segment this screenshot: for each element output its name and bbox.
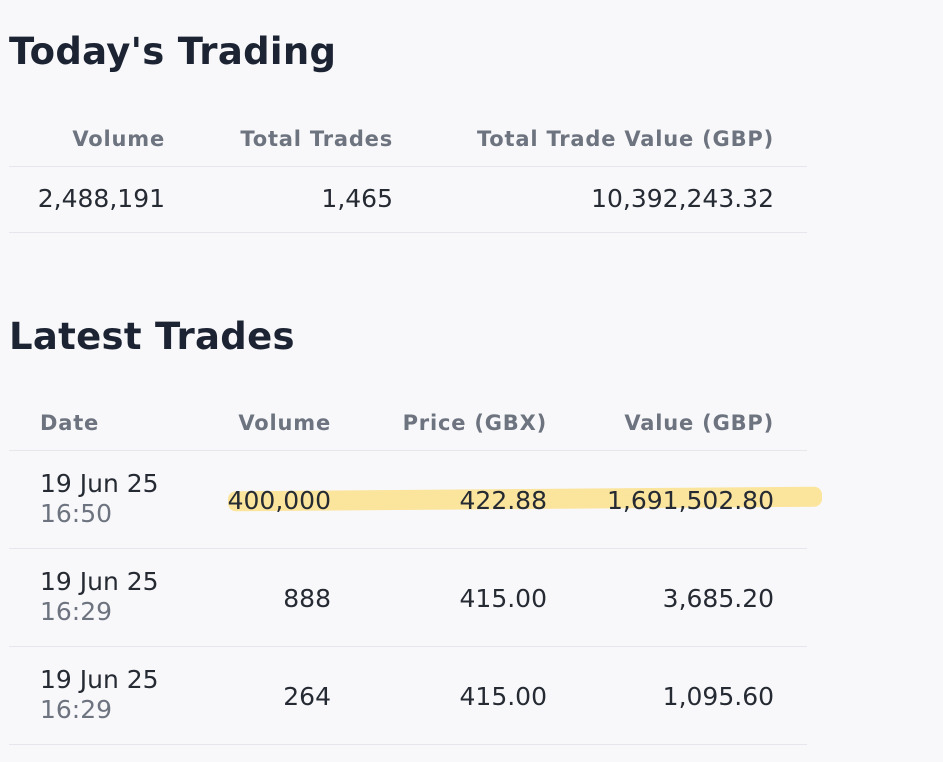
trade-date: 19 Jun 25	[40, 469, 159, 498]
table-row: 2,488,191 1,465 10,392,243.32	[9, 167, 807, 233]
trade-date: 19 Jun 25	[40, 665, 159, 694]
date-header: Date	[40, 411, 100, 435]
trade-datetime: 19 Jun 25 16:29	[40, 665, 159, 725]
trade-datetime: 19 Jun 25 16:29	[40, 567, 159, 627]
trade-datetime: 19 Jun 25 16:50	[40, 469, 159, 529]
trade-price: 422.88	[459, 486, 547, 515]
todays-trading-title: Today's Trading	[9, 30, 337, 73]
latest-trades-title: Latest Trades	[9, 315, 295, 358]
volume-header: Volume	[238, 411, 331, 435]
trade-value: 3,685.20	[662, 584, 774, 613]
total-trades-header: Total Trades	[240, 127, 393, 151]
todays-trading-table: Volume Total Trades Total Trade Value (G…	[9, 112, 807, 233]
table-header-row: Volume Total Trades Total Trade Value (G…	[9, 112, 807, 167]
total-trades-value: 1,465	[321, 184, 393, 213]
volume-value: 2,488,191	[37, 184, 165, 213]
table-row[interactable]: 19 Jun 25 16:29 264 415.00 1,095.60	[9, 647, 807, 745]
trade-volume: 888	[283, 584, 331, 613]
trade-price: 415.00	[459, 682, 547, 711]
trade-date: 19 Jun 25	[40, 567, 159, 596]
trade-price: 415.00	[459, 584, 547, 613]
trade-volume: 264	[283, 682, 331, 711]
trade-value: 1,691,502.80	[607, 486, 774, 515]
trade-volume: 400,000	[227, 486, 331, 515]
trade-time: 16:50	[40, 499, 113, 528]
table-header-row: Date Volume Price (GBX) Value (GBP)	[9, 396, 807, 451]
trade-value: 1,095.60	[662, 682, 774, 711]
total-trade-value: 10,392,243.32	[591, 184, 774, 213]
total-trade-value-header: Total Trade Value (GBP)	[476, 127, 774, 151]
trade-time: 16:29	[40, 597, 113, 626]
table-row[interactable]: 19 Jun 25 16:50 400,000 422.88 1,691,502…	[9, 451, 823, 549]
trade-time: 16:29	[40, 695, 113, 724]
price-header: Price (GBX)	[402, 411, 547, 435]
value-header: Value (GBP)	[624, 411, 774, 435]
volume-header: Volume	[72, 127, 165, 151]
latest-trades-table: Date Volume Price (GBX) Value (GBP) 19 J…	[9, 396, 823, 745]
table-row[interactable]: 19 Jun 25 16:29 888 415.00 3,685.20	[9, 549, 807, 647]
